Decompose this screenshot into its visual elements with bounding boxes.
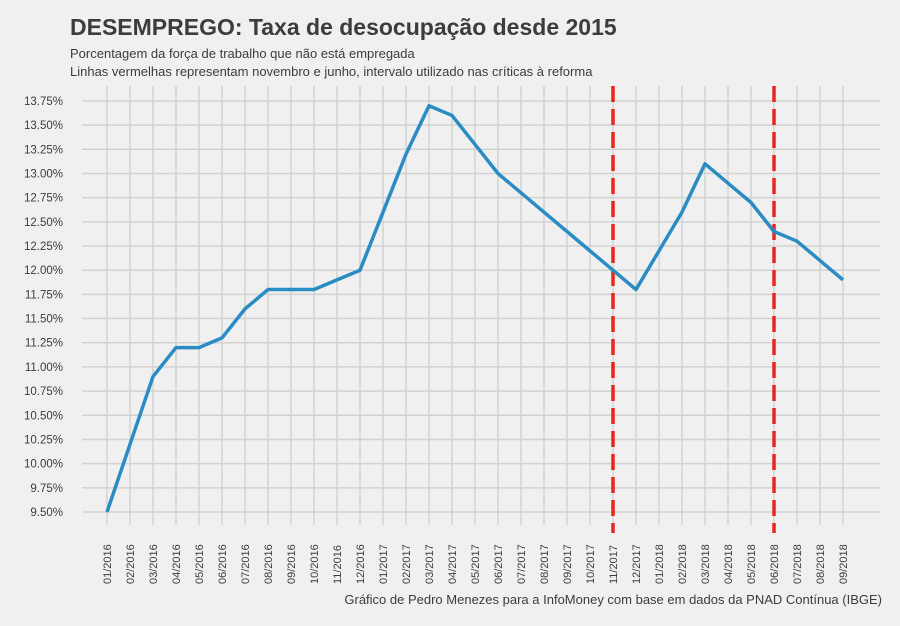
x-tick-label: 05/2018	[746, 544, 758, 584]
x-tick-label: 03/2017	[424, 544, 436, 584]
y-tick-label: 13.75%	[24, 96, 63, 108]
x-tick-label: 09/2016	[286, 544, 298, 584]
x-tick-label: 01/2018	[654, 544, 666, 584]
x-tick-label: 11/2016	[332, 545, 344, 584]
x-tick-label: 03/2016	[148, 544, 160, 584]
x-tick-label: 02/2017	[401, 544, 413, 584]
x-tick-label: 03/2018	[700, 544, 712, 584]
x-tick-label: 08/2017	[539, 544, 551, 584]
x-tick-label: 12/2017	[631, 544, 643, 584]
x-tick-label: 06/2018	[769, 544, 781, 584]
x-tick-label: 01/2016	[102, 544, 114, 584]
x-tick-label: 12/2016	[355, 544, 367, 584]
x-tick-label: 06/2017	[493, 544, 505, 584]
x-tick-label: 04/2017	[447, 544, 459, 584]
y-tick-label: 12.50%	[24, 217, 63, 229]
x-tick-label: 09/2018	[838, 544, 850, 584]
x-tick-label: 08/2016	[263, 544, 275, 584]
y-tick-label: 11.75%	[25, 289, 63, 301]
y-tick-label: 11.50%	[25, 314, 63, 326]
y-tick-label: 12.00%	[24, 265, 63, 277]
chart-subtitle-1: Porcentagem da força de trabalho que não…	[70, 46, 415, 61]
y-tick-label: 13.50%	[24, 120, 63, 132]
x-tick-label: 05/2016	[194, 544, 206, 584]
x-tick-label: 04/2016	[171, 544, 183, 584]
x-tick-label: 01/2017	[378, 544, 390, 584]
x-tick-label: 02/2018	[677, 544, 689, 584]
x-tick-label: 04/2018	[723, 544, 735, 584]
x-tick-label: 06/2016	[217, 544, 229, 584]
y-tick-label: 9.50%	[30, 507, 63, 519]
y-tick-label: 12.25%	[24, 241, 63, 253]
x-tick-label: 05/2017	[470, 544, 482, 584]
chart-caption: Gráfico de Pedro Menezes para a InfoMone…	[344, 592, 882, 607]
x-tick-label: 07/2016	[240, 544, 252, 584]
x-tick-label: 02/2016	[125, 544, 137, 584]
y-tick-label: 11.25%	[25, 338, 63, 350]
chart-title: DESEMPREGO: Taxa de desocupação desde 20…	[70, 14, 617, 40]
y-tick-label: 13.00%	[24, 168, 63, 180]
y-tick-label: 11.00%	[25, 362, 63, 374]
y-tick-label: 10.50%	[24, 410, 63, 422]
x-tick-label: 10/2016	[309, 544, 321, 584]
y-tick-label: 10.00%	[24, 459, 63, 471]
y-tick-label: 9.75%	[30, 483, 63, 495]
y-tick-label: 13.25%	[24, 144, 63, 156]
chart-subtitle-2: Linhas vermelhas representam novembro e …	[70, 64, 593, 79]
x-tick-label: 09/2017	[562, 544, 574, 584]
x-tick-label: 07/2017	[516, 544, 528, 584]
x-tick-label: 10/2017	[585, 544, 597, 584]
x-tick-label: 07/2018	[792, 544, 804, 584]
y-tick-label: 12.75%	[24, 193, 63, 205]
y-tick-label: 10.25%	[24, 434, 63, 446]
x-tick-label: 11/2017	[608, 545, 620, 584]
y-tick-label: 10.75%	[24, 386, 63, 398]
x-tick-label: 08/2018	[815, 544, 827, 584]
